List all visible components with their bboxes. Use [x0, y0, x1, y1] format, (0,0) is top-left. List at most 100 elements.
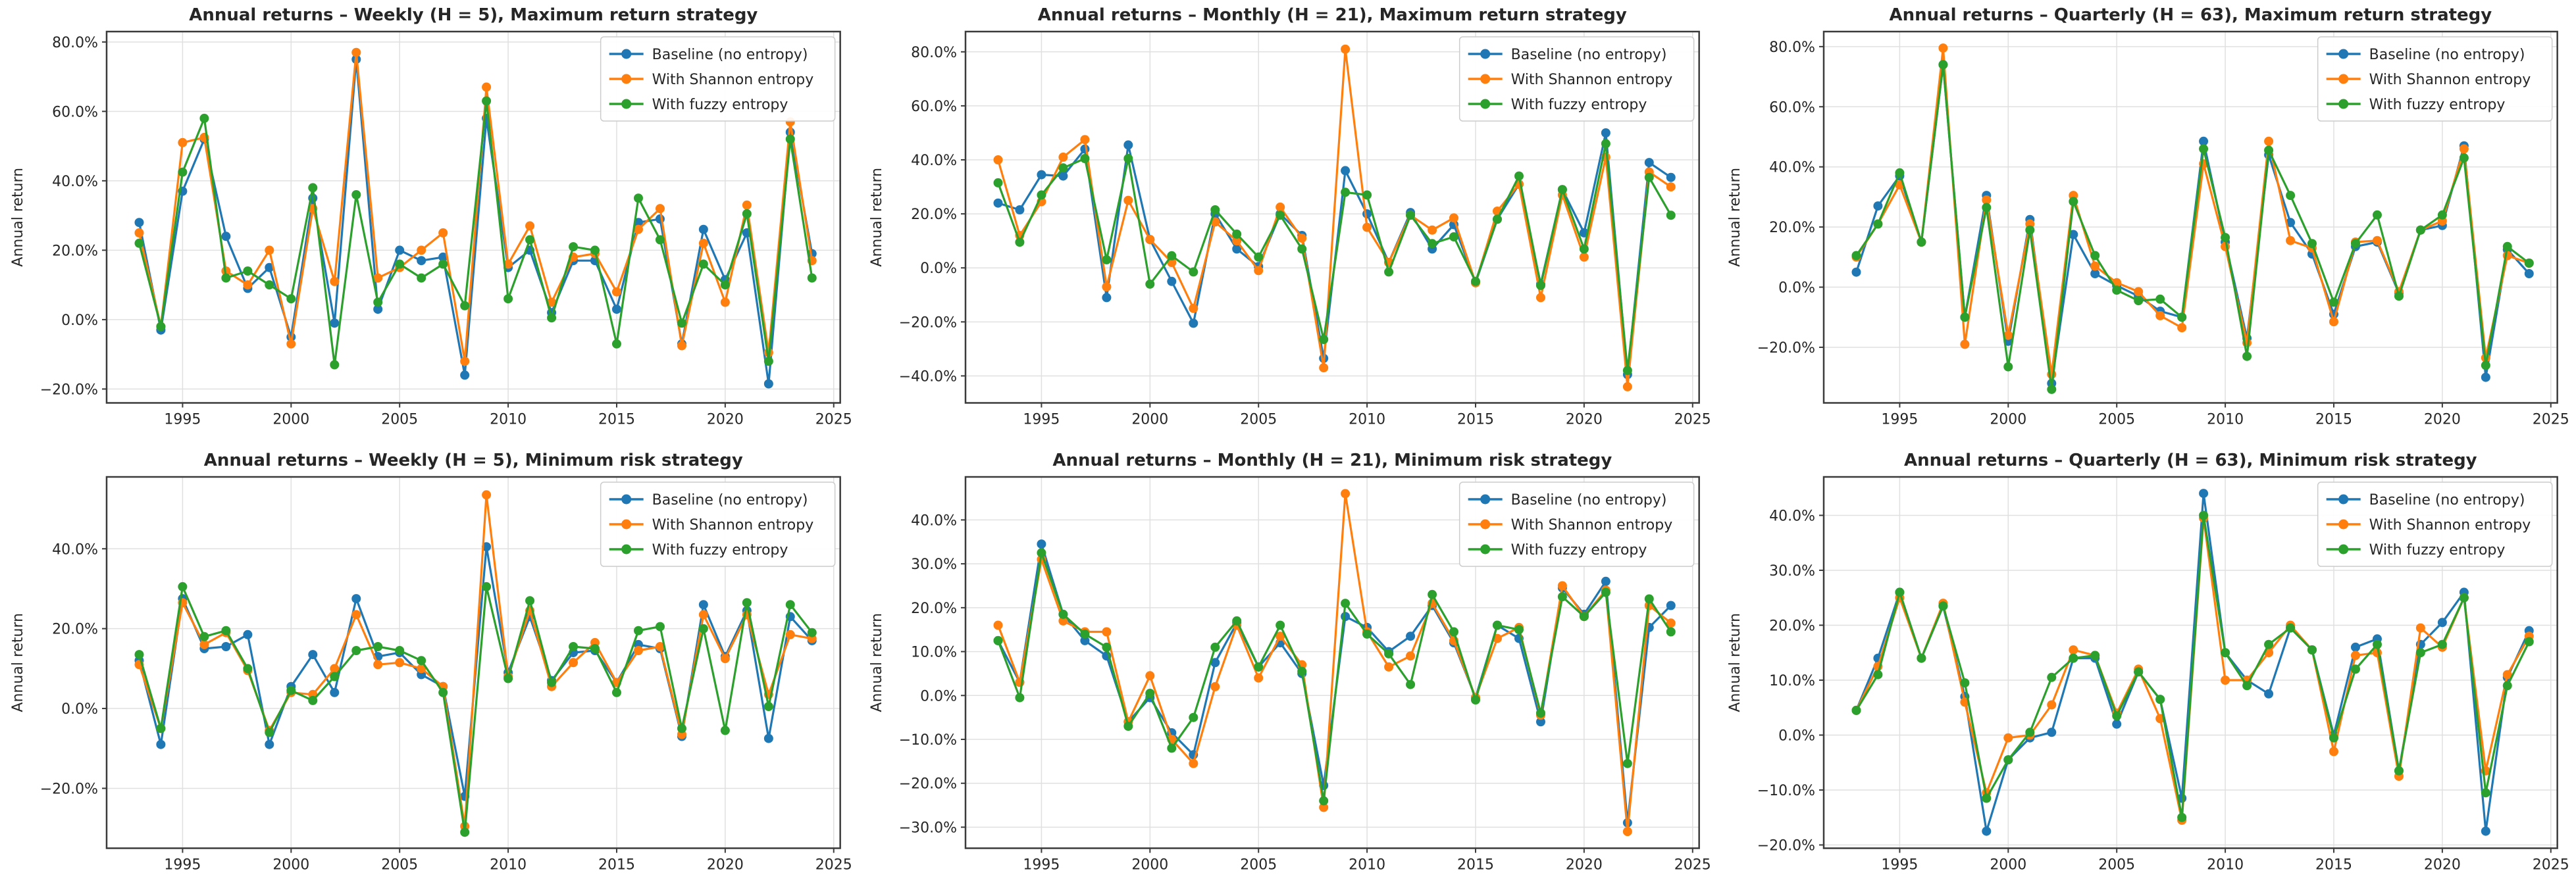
data-point [438, 259, 448, 269]
data-point [1166, 251, 1176, 260]
legend-sample-marker [2338, 494, 2349, 504]
data-point [1340, 598, 1350, 608]
data-point [1318, 363, 1328, 373]
x-tick-label: 2000 [1131, 856, 1168, 873]
chart-title: Annual returns – Quarterly (H = 63), Max… [1890, 5, 2492, 25]
data-point [1960, 312, 1970, 322]
series-line [996, 142, 1672, 372]
data-point [2112, 710, 2122, 720]
data-point [993, 155, 1003, 164]
x-tick-label: 2000 [272, 411, 309, 428]
data-point [351, 593, 361, 603]
data-point [221, 232, 231, 241]
data-point [2373, 639, 2383, 649]
axes-spines [105, 30, 841, 404]
data-point [2438, 617, 2448, 627]
data-point [330, 672, 340, 681]
data-point [1405, 631, 1415, 641]
data-point [1557, 581, 1567, 590]
y-tick-label: 40.0% [52, 174, 98, 190]
data-point [1318, 802, 1328, 812]
data-point [2177, 812, 2187, 822]
data-point [1145, 670, 1154, 680]
x-tick-label: 2025 [815, 856, 852, 873]
chart-title: Annual returns – Quarterly (H = 63), Min… [1904, 450, 2477, 470]
chart-canvas: 1995 2000 2005 2010 2015 2020 2025 80.0% 60.0% 40… [869, 5, 1711, 428]
data-point [611, 305, 621, 314]
data-point [503, 259, 513, 269]
legend: Baseline (no entropy) With Shannon entrop… [600, 481, 836, 567]
data-point [698, 624, 708, 633]
series-with-fuzzy-entropy [1851, 60, 2535, 394]
y-tick-label: 40.0% [911, 512, 957, 529]
data-point [1318, 335, 1328, 344]
data-point [525, 595, 535, 605]
legend-sample-marker [621, 49, 632, 59]
data-point [1037, 539, 1046, 549]
data-point [482, 489, 492, 499]
data-point [655, 622, 665, 631]
data-point [2481, 372, 2491, 382]
data-point [2264, 639, 2274, 649]
data-point [1873, 219, 1883, 229]
data-point [1535, 708, 1545, 718]
data-point [1015, 237, 1025, 247]
legend-entry: Baseline (no entropy) [1468, 491, 1666, 508]
data-point [590, 643, 600, 653]
data-point [1188, 303, 1198, 313]
x-tick-label: 2010 [490, 411, 527, 428]
data-point [1102, 255, 1112, 264]
data-point [590, 245, 600, 255]
x-tick-label: 2025 [1674, 411, 1711, 428]
x-tick-label: 2020 [707, 856, 744, 873]
data-point [1514, 624, 1524, 634]
data-point [199, 631, 209, 641]
data-point [221, 273, 231, 283]
data-point [178, 137, 188, 147]
data-point [1917, 237, 1926, 247]
legend-entry: Baseline (no entropy) [2326, 47, 2525, 63]
data-point [1231, 616, 1241, 626]
data-point [417, 273, 426, 283]
x-tick-label: 2005 [1240, 856, 1277, 873]
data-point [1895, 168, 1905, 178]
series-line [1855, 514, 2531, 818]
data-point [2047, 672, 2057, 682]
data-point [243, 663, 253, 673]
y-tick-label: 20.0% [52, 621, 98, 637]
legend-label: Baseline (no entropy) [652, 47, 808, 63]
data-point [395, 259, 405, 269]
y-tick-label: −10.0% [898, 732, 956, 749]
data-point [1666, 210, 1676, 220]
data-point [1427, 239, 1437, 249]
legend: Baseline (no entropy) With Shannon entrop… [1458, 481, 1695, 567]
data-point [1188, 318, 1198, 328]
data-point [1644, 594, 1654, 603]
data-point [265, 728, 274, 737]
legend-entry: With fuzzy entropy [609, 97, 788, 113]
axes-spines [964, 476, 1700, 849]
data-point [1210, 205, 1220, 214]
data-point [351, 47, 361, 57]
y-tick-label: −20.0% [898, 776, 956, 792]
data-point [2264, 145, 2274, 155]
data-point [2481, 787, 2491, 797]
data-point [2003, 754, 2013, 764]
data-point [633, 645, 643, 655]
y-tick-label: 60.0% [911, 99, 957, 115]
y-tick-label: 0.0% [920, 260, 957, 277]
data-point [243, 280, 253, 290]
y-axis-label: Annual return [1727, 612, 1743, 712]
data-point [308, 183, 318, 193]
data-point [330, 276, 340, 286]
y-tick-label: 80.0% [52, 35, 98, 51]
subplot-weekly-maximum-return: 1995 2000 2005 2010 2015 2020 2025 80.0% 60.0% 40… [0, 0, 859, 445]
series-line [138, 585, 813, 833]
axes-spines [105, 476, 841, 849]
x-tick-label: 2025 [815, 411, 852, 428]
data-point [569, 242, 579, 252]
data-point [1601, 139, 1610, 149]
data-point [373, 659, 383, 669]
data-point [1058, 152, 1068, 162]
legend: Baseline (no entropy) With Shannon entrop… [600, 36, 836, 122]
